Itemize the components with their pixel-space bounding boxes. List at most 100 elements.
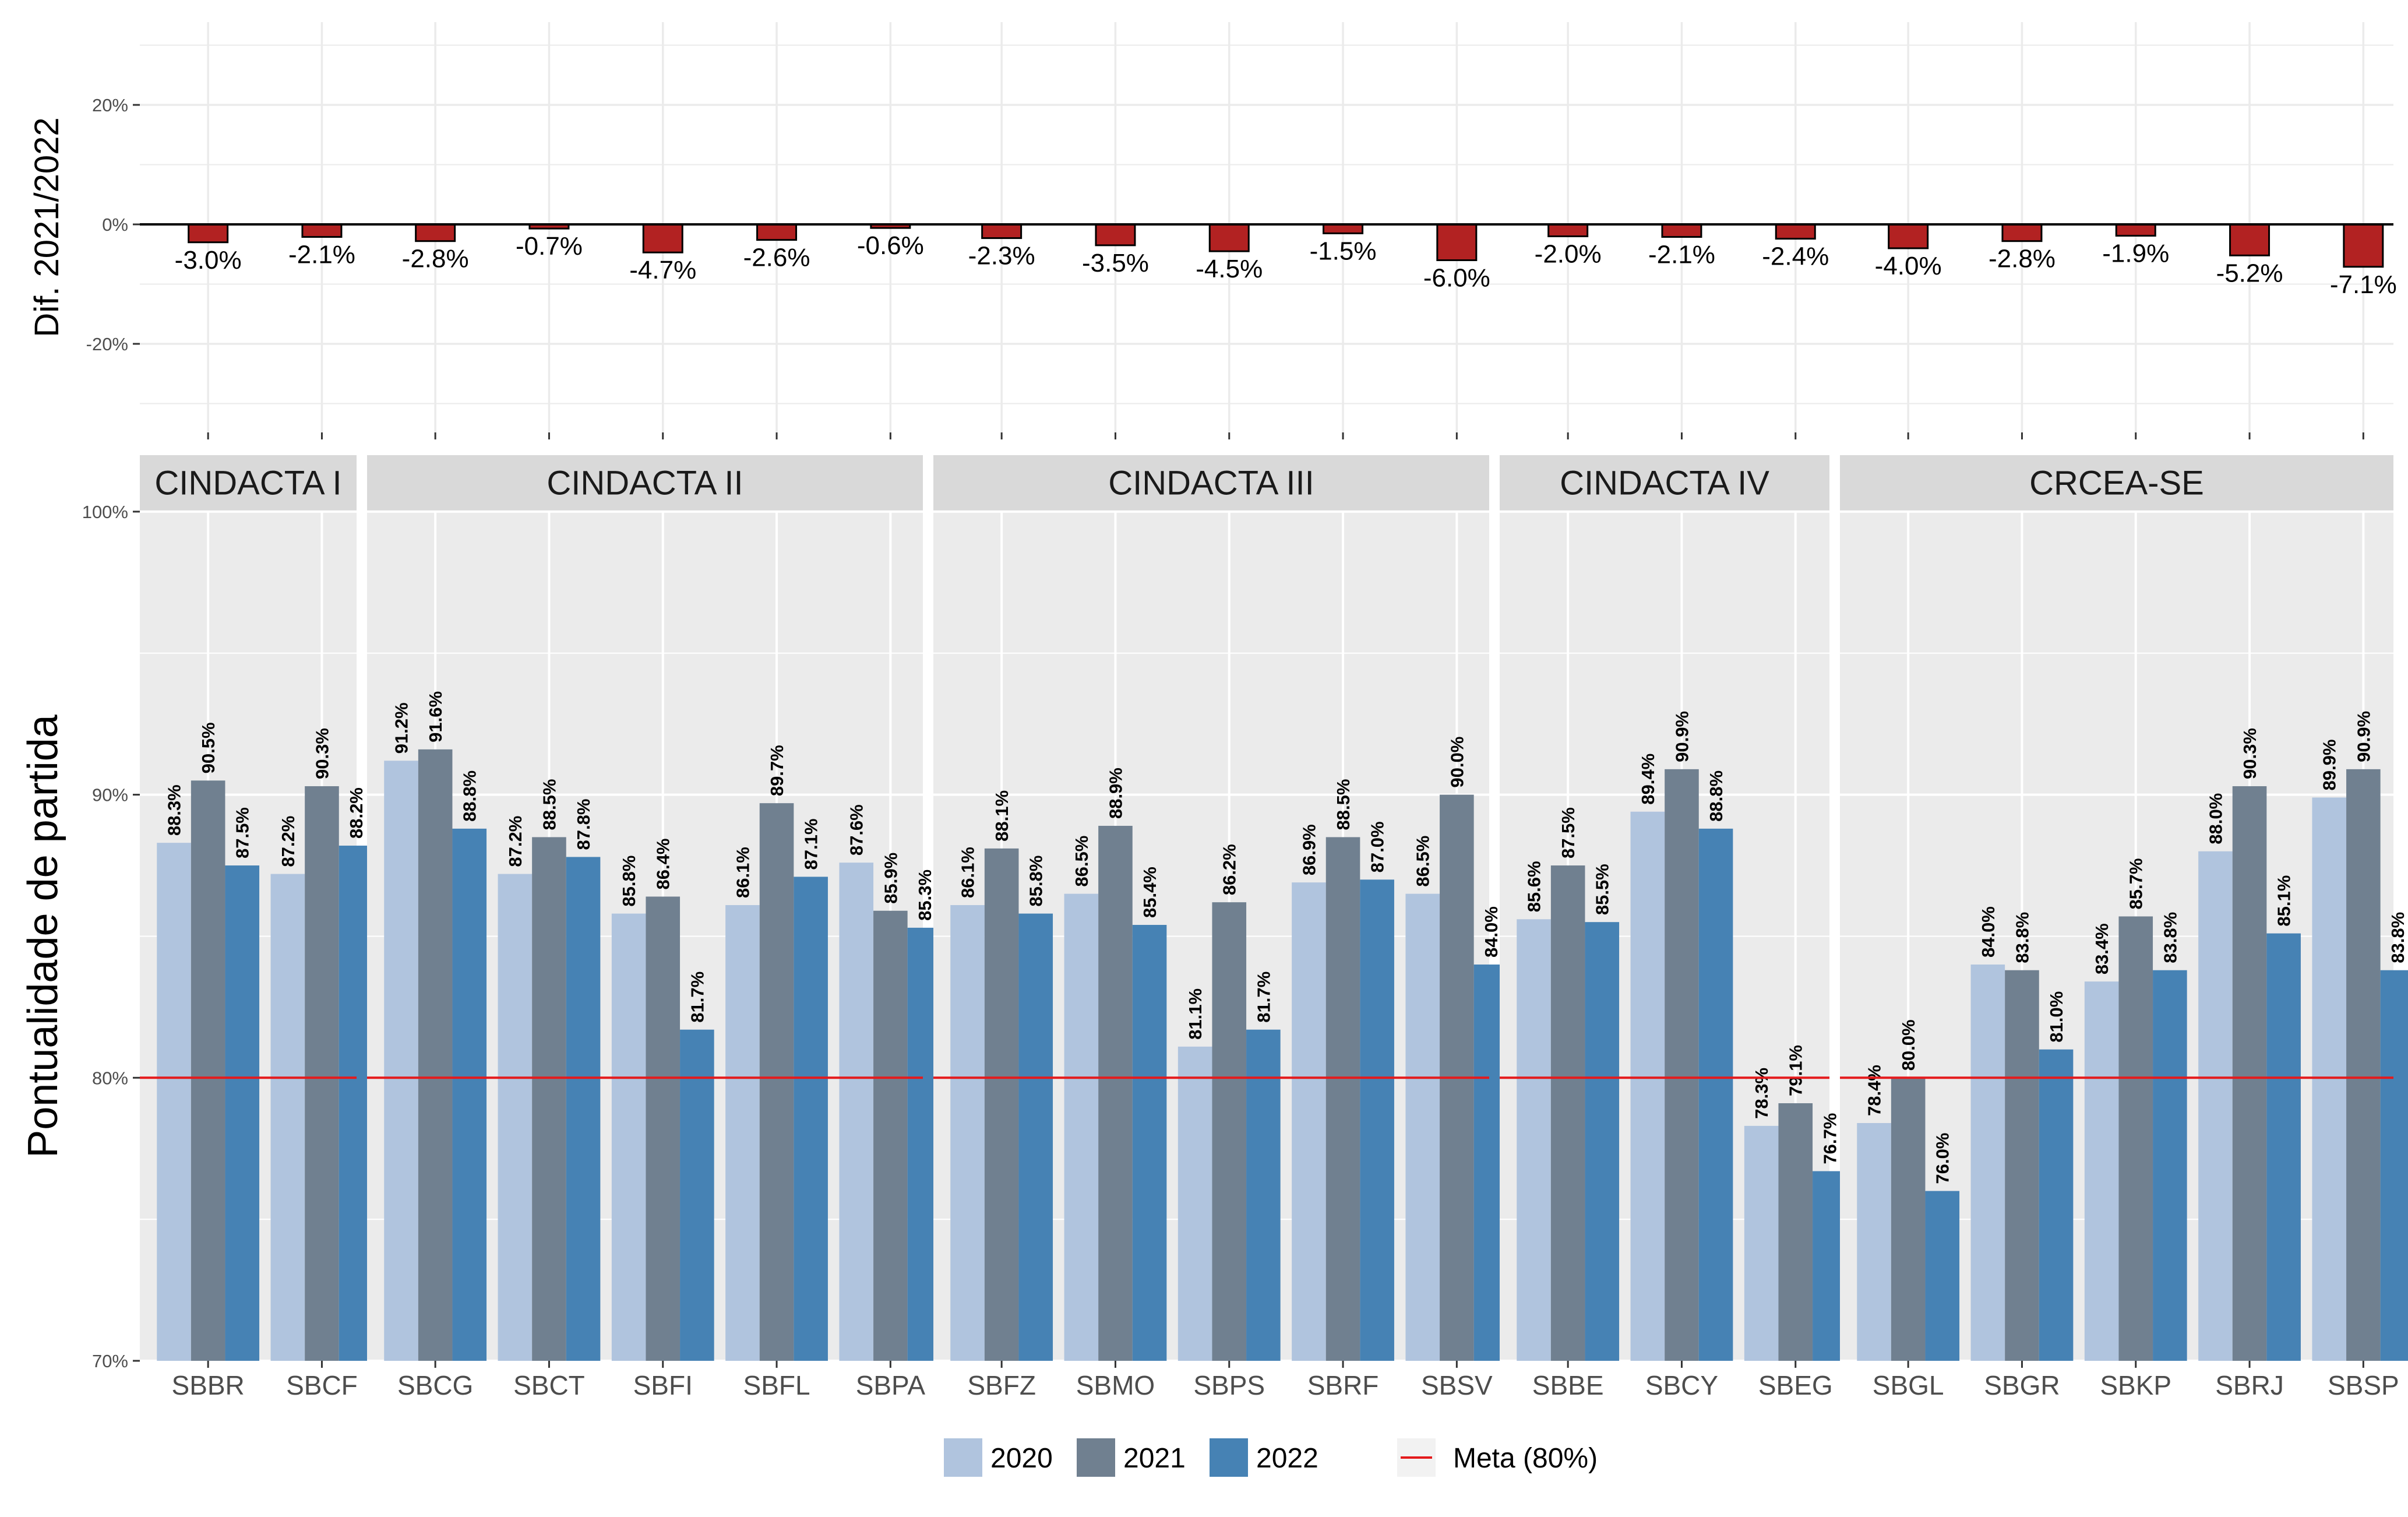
bar-value-label: 88.5% — [1333, 779, 1353, 830]
diff-bar-label: -2.0% — [1535, 240, 1602, 269]
diff-bar — [415, 223, 456, 242]
diff-bar — [1436, 223, 1478, 261]
facet-strip — [367, 455, 923, 511]
x-tick-label: SBFI — [633, 1370, 693, 1400]
main-y-tick-label: 90% — [92, 785, 128, 805]
bar-2020 — [157, 843, 191, 1361]
diff-bar — [188, 223, 229, 244]
bar-2021 — [1891, 1078, 1926, 1361]
bar-2022 — [566, 857, 601, 1361]
bar-2021 — [1098, 826, 1133, 1361]
main-y-tick-label: 70% — [92, 1351, 128, 1371]
bar-2021 — [418, 749, 453, 1361]
x-tick-label: SBBR — [172, 1370, 245, 1400]
diff-bar-label: -2.1% — [1648, 241, 1715, 269]
bar-value-label: 88.8% — [460, 770, 480, 822]
diff-bar-label: -1.9% — [2102, 239, 2169, 268]
bar-2021 — [646, 896, 681, 1361]
bar-2021 — [2232, 786, 2267, 1361]
diff-bar — [1208, 223, 1250, 252]
bar-2020 — [1405, 893, 1440, 1361]
diff-bar — [2343, 223, 2384, 268]
bar-value-label: 85.1% — [2274, 875, 2294, 927]
diff-bar — [2229, 223, 2270, 256]
bar-value-label: 87.1% — [801, 819, 822, 870]
top-y-tick-label: 20% — [92, 95, 128, 115]
diff-bar — [1095, 223, 1136, 247]
bar-2022 — [225, 865, 260, 1361]
bar-value-label: 80.0% — [1898, 1019, 1919, 1071]
bar-value-label: 85.3% — [915, 870, 935, 921]
bar-value-label: 87.5% — [1558, 807, 1578, 858]
bar-2020 — [1970, 965, 2005, 1361]
diff-bar-label: -2.6% — [743, 244, 810, 272]
x-tick-label: SBRJ — [2215, 1370, 2284, 1400]
bar-2022 — [452, 828, 487, 1361]
main-y-tick-label: 100% — [82, 502, 128, 522]
facet-strip-label: CINDACTA IV — [1560, 464, 1769, 502]
bar-2022 — [1018, 913, 1053, 1361]
bar-2022 — [1360, 879, 1394, 1361]
bar-value-label: 90.0% — [1447, 737, 1467, 788]
bar-value-label: 85.8% — [619, 856, 639, 907]
bar-value-label: 76.0% — [1933, 1133, 1953, 1184]
bar-2020 — [1517, 919, 1551, 1361]
diff-bar-label: -2.8% — [1989, 245, 2056, 273]
x-tick-label: SBBE — [1532, 1370, 1604, 1400]
bar-value-label: 85.6% — [1524, 861, 1545, 912]
top-y-tick-label: 0% — [102, 214, 128, 235]
bar-2021 — [1550, 865, 1585, 1361]
bar-2020 — [1857, 1123, 1891, 1361]
bar-2021 — [1212, 902, 1247, 1361]
bar-value-label: 87.0% — [1367, 821, 1388, 872]
bar-value-label: 86.9% — [1299, 824, 1319, 875]
bar-value-label: 78.3% — [1751, 1068, 1772, 1119]
diff-bar — [1323, 223, 1364, 234]
bar-value-label: 83.8% — [2388, 912, 2408, 963]
x-tick-label: SBCY — [1645, 1370, 1718, 1400]
diff-bar — [1775, 223, 1816, 240]
bar-2020 — [725, 905, 760, 1361]
x-tick-label: SBCG — [397, 1370, 473, 1400]
bar-value-label: 88.0% — [2205, 793, 2226, 844]
bar-2020 — [1744, 1125, 1779, 1361]
bar-value-label: 86.1% — [732, 847, 753, 898]
diff-bar — [2115, 223, 2156, 237]
bar-2022 — [2039, 1049, 2074, 1361]
facet-strip-label: CINDACTA II — [547, 464, 743, 502]
bar-2020 — [498, 874, 533, 1361]
bar-value-label: 87.5% — [232, 807, 253, 858]
diff-bar-label: -2.1% — [288, 241, 355, 269]
bar-2020 — [839, 863, 874, 1361]
diff-bar-label: -2.8% — [402, 245, 469, 273]
bar-value-label: 85.8% — [1026, 856, 1046, 907]
x-tick-label: SBMO — [1076, 1370, 1155, 1400]
bar-value-label: 90.3% — [312, 728, 332, 779]
bar-value-label: 89.4% — [1638, 754, 1658, 805]
bar-value-label: 88.5% — [539, 779, 559, 830]
bar-2021 — [191, 780, 225, 1361]
x-tick-label: SBKP — [2100, 1370, 2171, 1400]
x-tick-label: SBGL — [1873, 1370, 1944, 1400]
bar-value-label: 85.7% — [2126, 858, 2146, 910]
bar-value-label: 81.7% — [1253, 972, 1274, 1023]
bar-value-label: 79.1% — [1786, 1045, 1806, 1096]
bar-value-label: 78.4% — [1864, 1065, 1885, 1116]
bar-value-label: 86.1% — [958, 847, 978, 898]
diff-bar-label: -5.2% — [2216, 259, 2283, 287]
x-tick-label: SBEG — [1758, 1370, 1833, 1400]
diff-bar — [642, 223, 683, 254]
bar-2021 — [1325, 837, 1360, 1361]
bar-value-label: 84.0% — [1481, 906, 1501, 958]
bar-value-label: 81.7% — [687, 972, 707, 1023]
bar-2022 — [794, 877, 828, 1361]
bar-value-label: 88.1% — [992, 790, 1012, 842]
bar-value-label: 88.9% — [1105, 768, 1126, 819]
diff-bar-label: -0.6% — [857, 231, 924, 260]
top-y-tick-label: -20% — [86, 334, 128, 354]
x-tick-label: SBCF — [286, 1370, 358, 1400]
bar-2020 — [1292, 882, 1326, 1361]
bar-2022 — [1132, 925, 1167, 1361]
